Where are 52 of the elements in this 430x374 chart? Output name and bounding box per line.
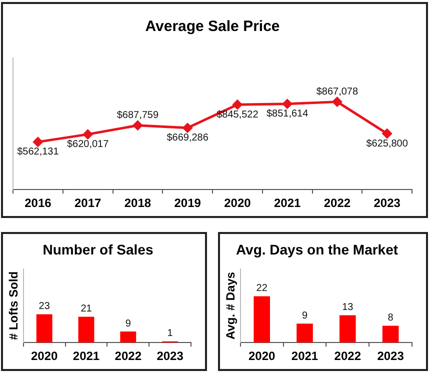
data-label: $625,800 (366, 138, 408, 150)
bar (296, 324, 313, 343)
data-label: $867,078 (316, 86, 358, 98)
data-label: 9 (125, 318, 132, 330)
data-label: 22 (256, 282, 268, 294)
data-label: $687,759 (116, 110, 159, 122)
x-tick-label: 2021 (291, 349, 318, 364)
x-tick-label: 2023 (377, 349, 404, 364)
x-tick-label: 2021 (72, 349, 100, 364)
point (232, 100, 242, 110)
data-label: $620,017 (66, 139, 110, 150)
x-tick-label: 2019 (174, 196, 202, 210)
x-tick-label: 2022 (334, 349, 362, 364)
data-label: 23 (38, 301, 50, 312)
data-label: 1 (167, 328, 174, 340)
y-axis-title: Avg. # Days (224, 272, 238, 340)
bar (382, 326, 399, 343)
y-axis-title: # Lofts Sold (6, 271, 21, 340)
point (382, 128, 392, 138)
x-tick-label: 2021 (274, 196, 301, 210)
point (282, 99, 292, 109)
x-tick-label: 2020 (248, 349, 276, 364)
data-label: $562,131 (17, 146, 60, 158)
point (33, 137, 43, 147)
point (332, 97, 342, 107)
chart-title: Avg. Days on the Market (236, 241, 398, 258)
x-tick-label: 2016 (24, 196, 52, 210)
data-label: 8 (388, 312, 394, 324)
bar (254, 296, 270, 343)
x-tick-label: 2023 (156, 349, 184, 364)
point (83, 130, 93, 140)
data-label: $669,286 (166, 132, 209, 144)
point (182, 123, 192, 133)
x-tick-label: 2023 (374, 196, 401, 210)
data-label: 21 (80, 304, 92, 315)
point (132, 120, 142, 130)
x-tick-label: 2018 (124, 196, 152, 210)
bar (120, 332, 136, 343)
bar (36, 314, 52, 343)
data-label: $851,614 (266, 108, 309, 120)
data-label: $845,522 (216, 109, 259, 120)
x-tick-label: 2020 (31, 349, 58, 364)
bar (340, 315, 356, 343)
chart-title: Average Sale Price (145, 18, 280, 36)
x-tick-label: 2022 (324, 196, 351, 210)
x-tick-label: 2017 (74, 196, 102, 210)
x-tick-label: 2022 (114, 349, 142, 364)
chart-title: Number of Sales (42, 241, 154, 258)
data-label: 9 (302, 310, 308, 322)
x-tick-label: 2020 (224, 196, 252, 210)
data-label: 13 (342, 302, 354, 313)
bar (78, 316, 94, 343)
